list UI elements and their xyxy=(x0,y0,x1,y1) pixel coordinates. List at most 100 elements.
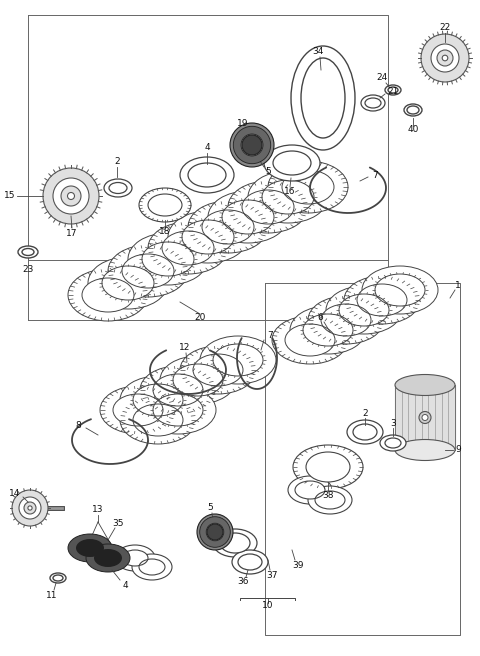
Ellipse shape xyxy=(22,249,34,255)
Ellipse shape xyxy=(139,188,191,222)
Text: 7: 7 xyxy=(267,331,273,340)
Ellipse shape xyxy=(308,296,384,344)
Ellipse shape xyxy=(139,559,165,575)
Text: 4: 4 xyxy=(122,581,128,590)
Ellipse shape xyxy=(28,506,32,510)
Ellipse shape xyxy=(326,286,402,334)
Ellipse shape xyxy=(421,34,469,82)
Ellipse shape xyxy=(419,411,431,424)
Ellipse shape xyxy=(104,179,132,197)
Text: 7: 7 xyxy=(372,171,378,180)
Ellipse shape xyxy=(68,534,112,562)
Text: 20: 20 xyxy=(194,314,206,323)
Ellipse shape xyxy=(180,346,256,394)
Ellipse shape xyxy=(12,490,48,526)
Text: 1: 1 xyxy=(455,281,461,291)
Ellipse shape xyxy=(133,384,183,416)
Ellipse shape xyxy=(422,415,428,420)
Ellipse shape xyxy=(197,514,233,550)
Ellipse shape xyxy=(76,539,104,557)
Text: 24: 24 xyxy=(376,73,388,83)
Ellipse shape xyxy=(290,306,366,354)
Ellipse shape xyxy=(361,95,385,111)
Ellipse shape xyxy=(133,404,183,436)
Text: 2: 2 xyxy=(114,157,120,167)
Ellipse shape xyxy=(115,545,155,571)
Ellipse shape xyxy=(207,524,223,540)
Ellipse shape xyxy=(264,145,320,181)
Text: 2: 2 xyxy=(362,409,368,417)
Ellipse shape xyxy=(180,157,234,193)
Ellipse shape xyxy=(100,386,176,434)
Ellipse shape xyxy=(353,424,377,440)
Text: 34: 34 xyxy=(312,47,324,56)
Ellipse shape xyxy=(228,181,308,233)
Ellipse shape xyxy=(153,394,203,426)
Text: 12: 12 xyxy=(180,344,191,352)
Ellipse shape xyxy=(388,87,398,93)
Ellipse shape xyxy=(53,575,63,581)
Ellipse shape xyxy=(153,374,203,406)
Ellipse shape xyxy=(200,517,230,547)
Text: 17: 17 xyxy=(66,228,78,237)
Ellipse shape xyxy=(53,178,89,214)
Ellipse shape xyxy=(282,170,334,204)
Ellipse shape xyxy=(128,233,208,285)
Ellipse shape xyxy=(94,549,122,567)
Ellipse shape xyxy=(308,486,352,514)
Ellipse shape xyxy=(442,55,448,61)
Ellipse shape xyxy=(122,254,174,288)
Ellipse shape xyxy=(142,242,194,276)
Ellipse shape xyxy=(193,354,243,386)
Ellipse shape xyxy=(431,44,459,72)
Ellipse shape xyxy=(82,278,134,312)
Text: 36: 36 xyxy=(237,577,249,586)
Ellipse shape xyxy=(206,523,224,541)
Ellipse shape xyxy=(122,550,148,566)
Ellipse shape xyxy=(18,246,38,258)
Text: 16: 16 xyxy=(284,188,296,197)
Ellipse shape xyxy=(162,231,214,265)
Text: 9: 9 xyxy=(455,445,461,455)
Ellipse shape xyxy=(385,85,401,95)
Text: 11: 11 xyxy=(46,590,58,600)
Ellipse shape xyxy=(248,171,328,223)
Text: 37: 37 xyxy=(266,571,278,579)
Ellipse shape xyxy=(295,481,325,499)
Ellipse shape xyxy=(291,46,355,150)
Ellipse shape xyxy=(407,106,419,114)
Ellipse shape xyxy=(68,269,148,321)
Polygon shape xyxy=(395,385,455,450)
Ellipse shape xyxy=(404,104,422,116)
Ellipse shape xyxy=(113,394,163,426)
Ellipse shape xyxy=(220,533,250,553)
Ellipse shape xyxy=(132,554,172,580)
Text: 5: 5 xyxy=(265,167,271,176)
Ellipse shape xyxy=(61,186,81,206)
Ellipse shape xyxy=(43,168,99,224)
Ellipse shape xyxy=(202,210,254,244)
Ellipse shape xyxy=(188,201,268,253)
Text: 3: 3 xyxy=(390,419,396,428)
Ellipse shape xyxy=(160,356,236,404)
Ellipse shape xyxy=(272,316,348,364)
Ellipse shape xyxy=(168,211,248,263)
Text: 22: 22 xyxy=(439,24,451,33)
Ellipse shape xyxy=(262,180,314,214)
Ellipse shape xyxy=(222,200,274,234)
Ellipse shape xyxy=(238,554,262,570)
Ellipse shape xyxy=(148,194,182,216)
Text: 10: 10 xyxy=(262,602,274,611)
Text: 5: 5 xyxy=(207,504,213,512)
Ellipse shape xyxy=(288,476,332,504)
Text: 14: 14 xyxy=(9,489,21,497)
Ellipse shape xyxy=(344,276,420,324)
Text: 40: 40 xyxy=(408,125,419,134)
Ellipse shape xyxy=(301,58,345,138)
Ellipse shape xyxy=(241,134,263,156)
Text: 19: 19 xyxy=(237,119,249,127)
Ellipse shape xyxy=(285,324,335,356)
Ellipse shape xyxy=(293,445,363,489)
Text: 35: 35 xyxy=(112,518,124,527)
Ellipse shape xyxy=(375,274,425,306)
